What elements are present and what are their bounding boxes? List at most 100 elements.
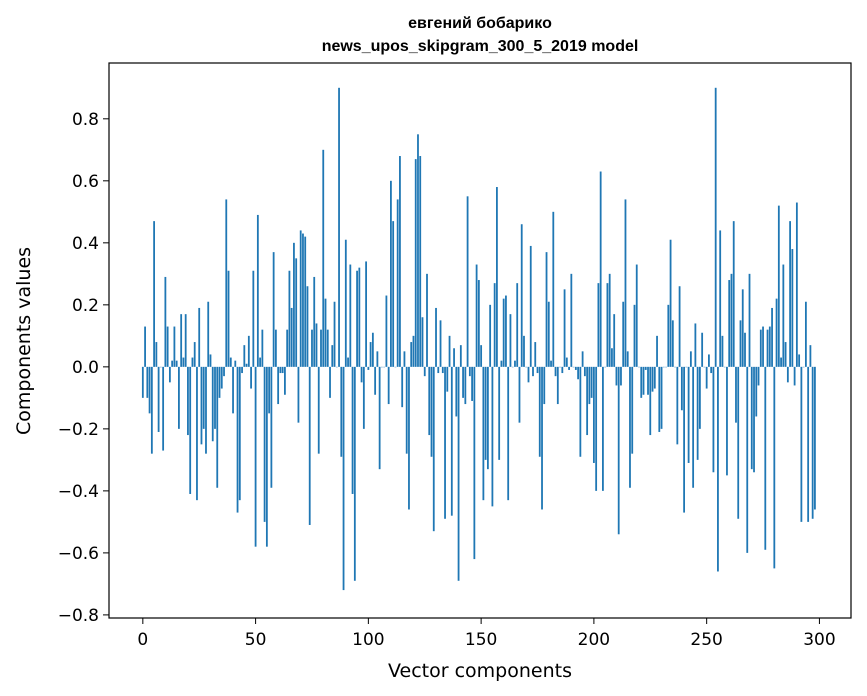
bar-component-297 (811, 366, 814, 519)
x-tick-label: 200 (578, 630, 610, 650)
bar-component-212 (620, 366, 622, 386)
bar-component-278 (768, 326, 771, 367)
bar-component-181 (550, 360, 552, 367)
bar-component-67 (293, 242, 295, 367)
bar-component-19 (184, 314, 187, 367)
bar-component-131 (437, 366, 440, 374)
bar-component-176 (538, 366, 541, 457)
bar-component-206 (606, 283, 609, 367)
bar-component-128 (430, 366, 433, 457)
bar-component-265 (739, 320, 742, 367)
bar-component-135 (446, 366, 449, 392)
bar-component-259 (726, 366, 728, 476)
bar-component-269 (748, 273, 751, 367)
bar-component-251 (708, 354, 710, 367)
y-tick-label: −0.6 (58, 544, 99, 564)
y-tick-label: −0.8 (58, 606, 99, 626)
bar-component-184 (556, 366, 559, 405)
bar-component-183 (554, 366, 557, 377)
bar-component-20 (187, 366, 189, 436)
y-axis-label: Components values (13, 247, 35, 435)
bar-component-198 (588, 366, 591, 405)
x-tick-label: 150 (465, 630, 497, 650)
bar-component-239 (680, 366, 683, 411)
bar-component-201 (595, 366, 598, 491)
bar-component-127 (428, 366, 431, 436)
x-tick-label: 300 (803, 630, 835, 650)
bar-component-153 (486, 366, 489, 470)
bar-component-234 (669, 239, 672, 367)
bar-component-172 (529, 245, 532, 367)
bar-component-237 (676, 366, 679, 445)
bar-component-45 (243, 345, 246, 367)
y-tick-label: −0.4 (58, 482, 99, 502)
bar-component-229 (658, 366, 661, 432)
bar-component-271 (753, 366, 755, 473)
bar-component-66 (290, 307, 293, 367)
bar-component-75 (311, 329, 313, 367)
bar-component-298 (814, 366, 816, 510)
bar-component-84 (331, 345, 334, 367)
bar-component-161 (505, 295, 507, 367)
bar-component-14 (173, 326, 176, 367)
bar-component-177 (541, 366, 543, 510)
bar-component-274 (759, 329, 762, 367)
bar-component-189 (568, 366, 570, 370)
bar-component-228 (656, 335, 658, 367)
bar-component-113 (396, 199, 399, 367)
bar-component-57 (270, 366, 273, 488)
x-tick-label: 0 (137, 630, 148, 650)
bar-component-261 (730, 273, 733, 367)
bar-component-279 (771, 307, 773, 367)
bar-component-139 (455, 366, 458, 417)
bar-component-120 (412, 335, 415, 367)
bar-component-209 (613, 314, 616, 367)
bar-component-30 (209, 354, 212, 367)
bar-component-200 (592, 366, 595, 463)
bar-component-101 (369, 342, 372, 367)
bar-component-167 (518, 366, 521, 423)
bar-component-13 (171, 360, 174, 367)
bar-component-143 (464, 366, 467, 405)
bar-component-294 (804, 301, 807, 367)
bar-component-129 (432, 366, 435, 532)
bar-component-118 (408, 366, 410, 510)
bar-component-245 (694, 323, 697, 367)
bar-component-29 (207, 301, 210, 367)
bar-component-105 (378, 366, 381, 470)
bar-component-58 (272, 252, 275, 367)
bar-component-192 (574, 366, 577, 370)
bar-component-199 (590, 366, 593, 398)
bar-component-28 (205, 366, 207, 454)
bar-component-244 (692, 366, 695, 488)
bar-component-147 (473, 366, 476, 560)
bar-component-149 (477, 280, 480, 367)
bar-component-215 (626, 351, 629, 367)
bar-component-22 (191, 357, 194, 367)
bar-component-0 (141, 366, 144, 398)
bar-component-179 (545, 252, 548, 367)
bar-component-119 (410, 342, 413, 367)
bar-component-63 (284, 366, 286, 395)
bar-component-174 (534, 342, 537, 367)
bar-component-159 (500, 360, 503, 367)
bar-component-51 (256, 214, 259, 367)
bar-component-295 (807, 366, 810, 522)
bar-component-225 (649, 366, 652, 436)
bar-component-49 (252, 270, 255, 367)
bar-component-133 (441, 366, 444, 374)
bar-component-150 (480, 345, 483, 367)
bar-component-235 (671, 320, 674, 367)
bar-component-4 (150, 366, 153, 454)
bar-component-224 (647, 366, 649, 395)
bar-component-121 (414, 159, 417, 367)
bar-component-71 (302, 233, 304, 367)
bar-component-103 (374, 366, 377, 395)
bar-component-195 (581, 351, 584, 367)
bar-component-85 (333, 301, 336, 367)
bar-component-24 (196, 366, 198, 501)
bar-component-289 (793, 366, 796, 386)
bar-component-218 (633, 304, 636, 367)
bar-component-178 (543, 366, 546, 405)
bar-component-88 (340, 366, 343, 457)
